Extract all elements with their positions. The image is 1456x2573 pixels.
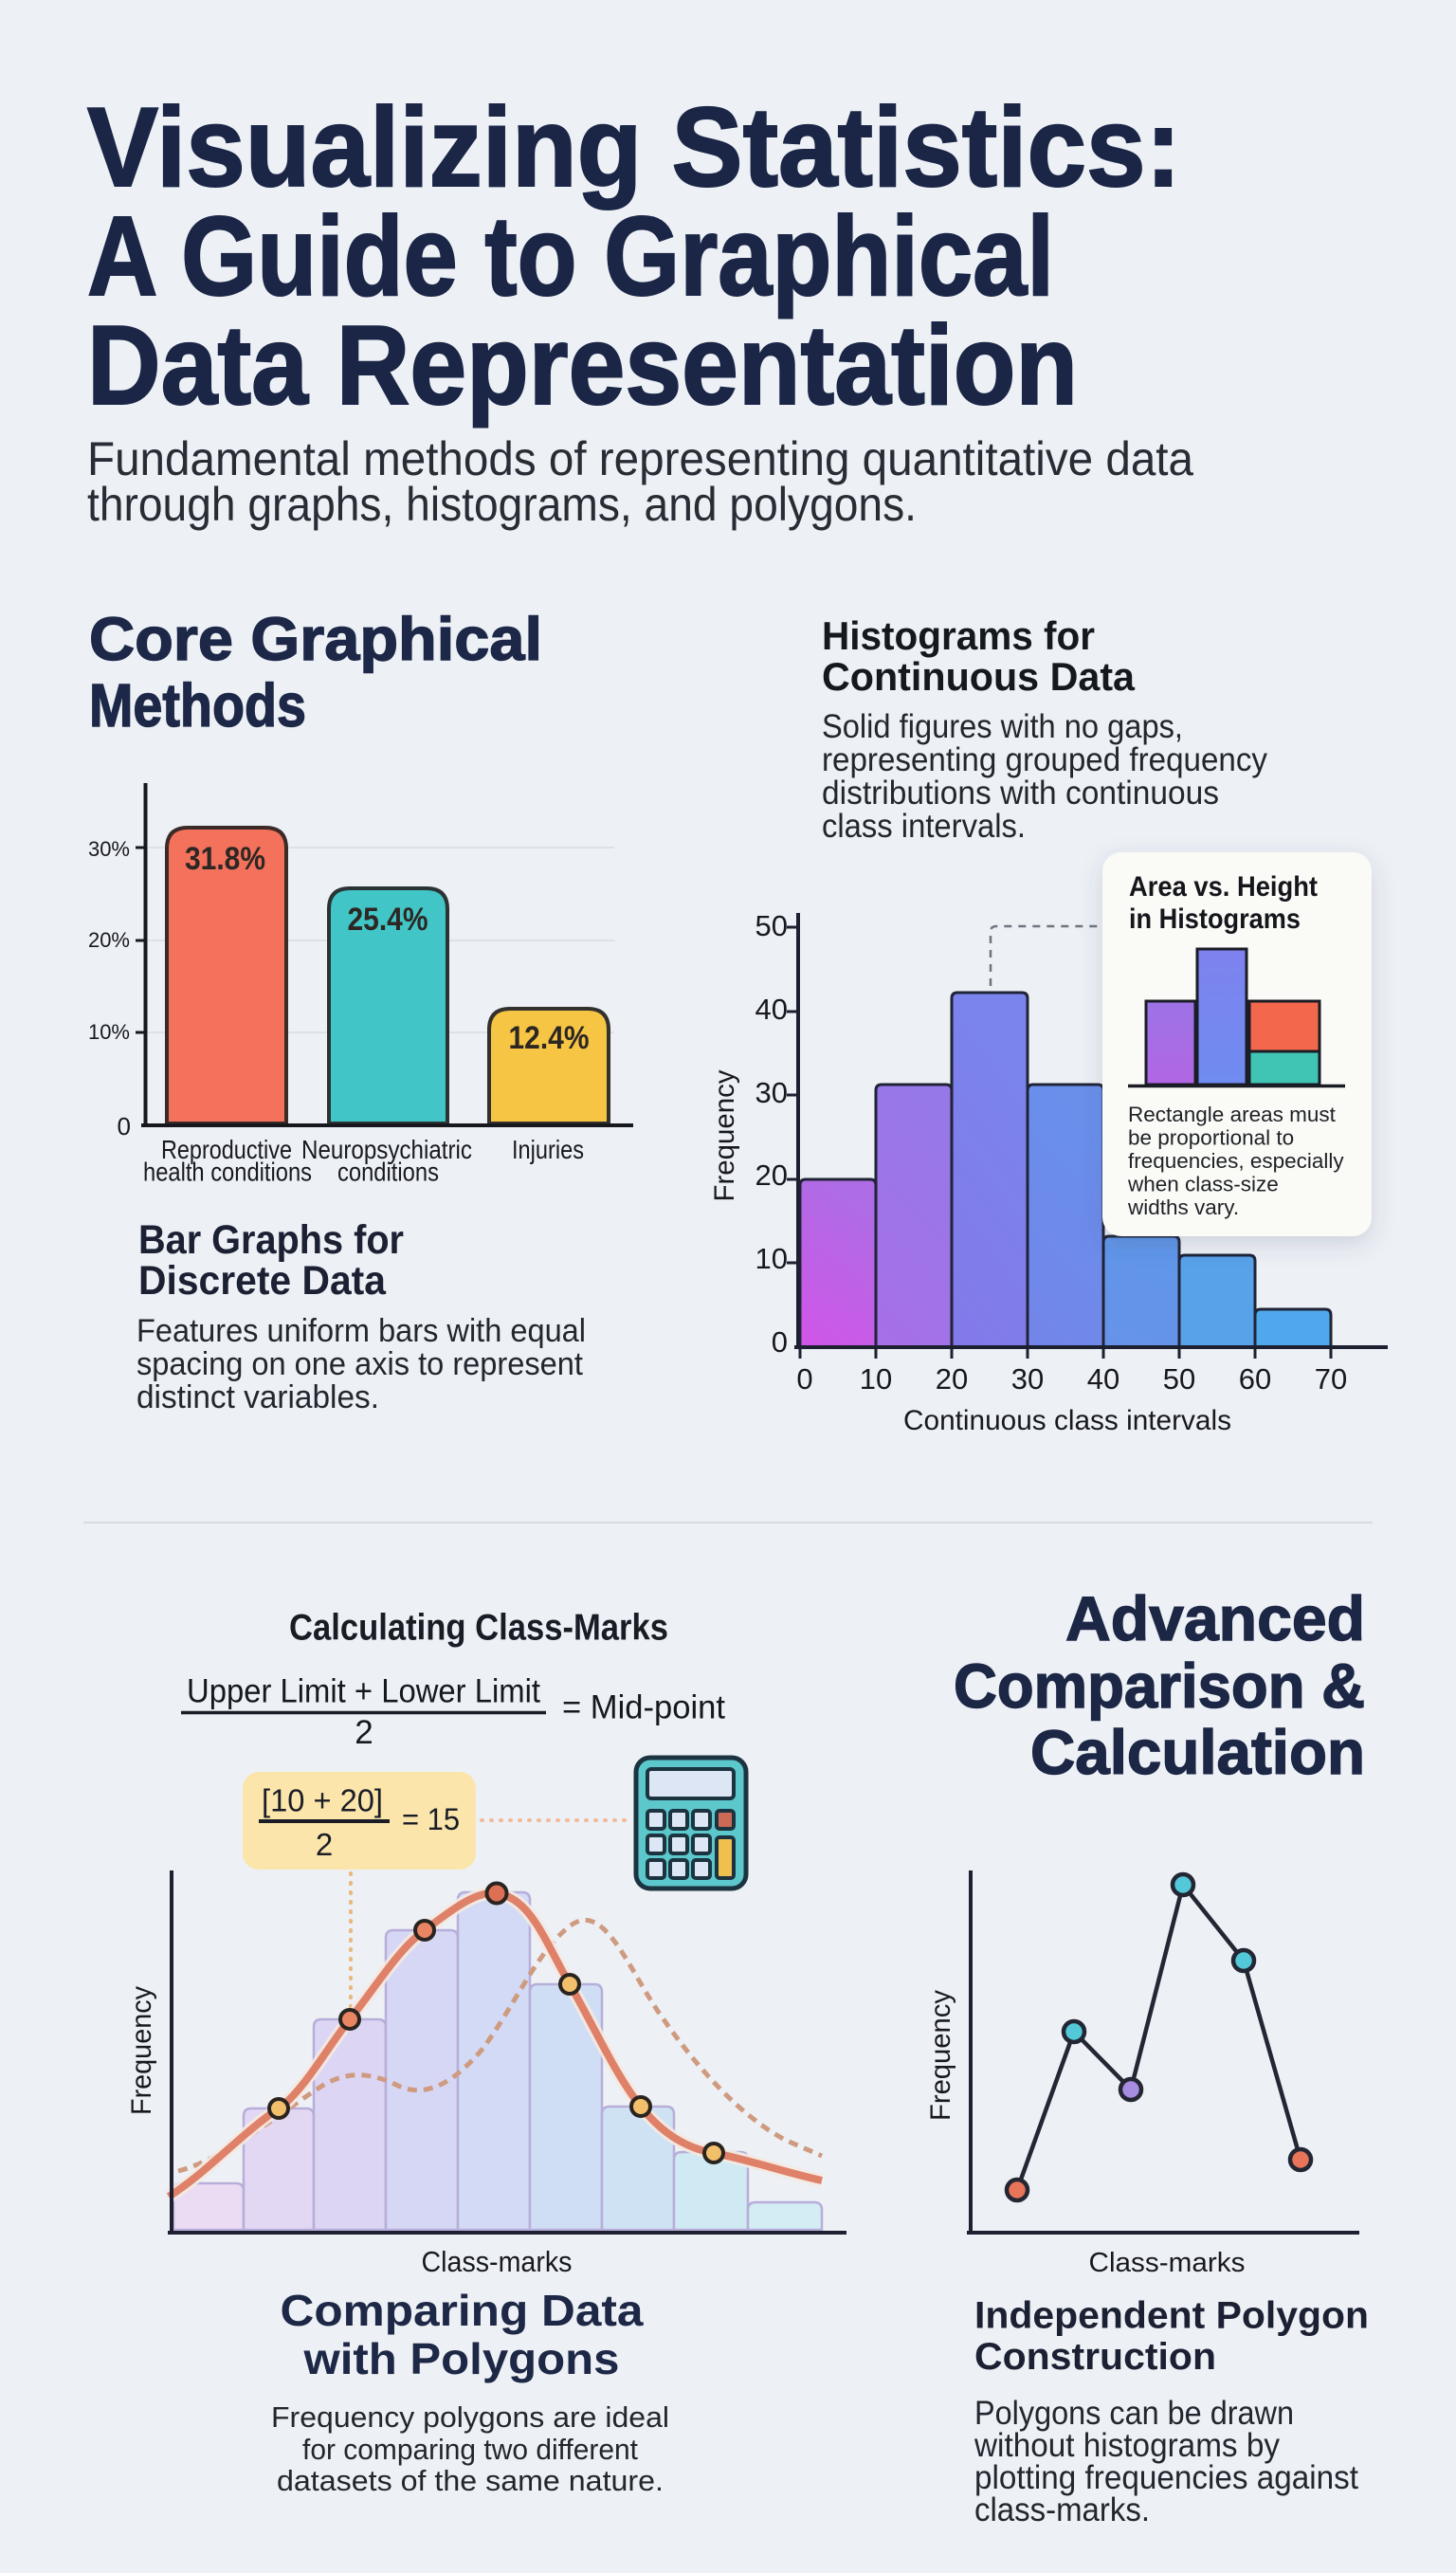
svg-text:Reproductive: Reproductive: [161, 1135, 292, 1164]
svg-text:through graphs, histograms, an: through graphs, histograms, and polygons…: [87, 478, 917, 531]
svg-text:[10 + 20]: [10 + 20]: [262, 1783, 383, 1818]
svg-text:Comparison &: Comparison &: [954, 1651, 1365, 1721]
svg-text:without histograms by: without histograms by: [974, 2427, 1280, 2464]
svg-text:distinct variables.: distinct variables.: [136, 1379, 379, 1415]
svg-text:Advanced: Advanced: [1065, 1583, 1365, 1653]
svg-text:conditions: conditions: [337, 1158, 439, 1187]
svg-text:50: 50: [755, 909, 788, 942]
svg-text:40: 40: [1087, 1362, 1119, 1396]
svg-text:2: 2: [355, 1714, 373, 1751]
svg-text:20: 20: [936, 1362, 968, 1396]
svg-text:Bar Graphs for: Bar Graphs for: [138, 1217, 404, 1263]
svg-text:in Histograms: in Histograms: [1129, 903, 1301, 935]
svg-text:Comparing Data: Comparing Data: [281, 2286, 644, 2335]
svg-text:Independent Polygon: Independent Polygon: [974, 2295, 1369, 2337]
svg-text:health conditions: health conditions: [143, 1158, 312, 1187]
svg-text:Construction: Construction: [974, 2336, 1216, 2378]
svg-text:distributions with continuous: distributions with continuous: [822, 775, 1219, 812]
svg-text:when class-size: when class-size: [1127, 1173, 1279, 1196]
svg-text:Features uniform bars with equ: Features uniform bars with equal: [136, 1313, 586, 1349]
svg-text:class-marks.: class-marks.: [974, 2491, 1150, 2528]
svg-text:be proportional to: be proportional to: [1128, 1126, 1294, 1150]
svg-text:Data Representation: Data Representation: [87, 302, 1078, 429]
svg-text:Polygons can be drawn: Polygons can be drawn: [974, 2395, 1294, 2432]
svg-text:Class-marks: Class-marks: [422, 2245, 573, 2278]
svg-text:Frequency: Frequency: [925, 1990, 956, 2121]
svg-text:31.8%: 31.8%: [185, 841, 265, 877]
svg-text:Rectangle areas must: Rectangle areas must: [1128, 1103, 1337, 1126]
svg-text:30: 30: [755, 1076, 788, 1109]
svg-text:Solid figures with no gaps,: Solid figures with no gaps,: [822, 708, 1183, 745]
svg-text:Upper Limit + Lower Limit: Upper Limit + Lower Limit: [187, 1673, 540, 1710]
svg-text:40: 40: [755, 993, 788, 1026]
svg-text:A Guide to Graphical: A Guide to Graphical: [87, 193, 1054, 319]
svg-text:50: 50: [1163, 1362, 1195, 1396]
svg-text:0: 0: [772, 1325, 788, 1359]
svg-text:plotting frequencies against: plotting frequencies against: [974, 2459, 1358, 2496]
svg-text:Methods: Methods: [89, 671, 306, 739]
svg-text:class intervals.: class intervals.: [822, 808, 1026, 845]
svg-text:12.4%: 12.4%: [509, 1020, 590, 1056]
svg-text:= Mid-point: = Mid-point: [562, 1689, 725, 1726]
svg-text:Class-marks: Class-marks: [1089, 2248, 1246, 2278]
svg-text:with Polygons: with Polygons: [302, 2334, 619, 2383]
svg-text:for comparing two different: for comparing two different: [302, 2433, 638, 2466]
svg-text:representing grouped frequency: representing grouped frequency: [822, 741, 1267, 778]
svg-text:10: 10: [860, 1362, 892, 1396]
svg-text:Area vs. Height: Area vs. Height: [1129, 871, 1318, 903]
svg-text:30%: 30%: [88, 837, 130, 861]
svg-text:Injuries: Injuries: [512, 1135, 584, 1164]
svg-text:Core Graphical: Core Graphical: [89, 605, 542, 673]
svg-text:2: 2: [316, 1827, 333, 1862]
svg-text:0: 0: [796, 1362, 812, 1396]
svg-text:datasets of the same nature.: datasets of the same nature.: [277, 2464, 664, 2497]
svg-text:Continuous class intervals: Continuous class intervals: [903, 1405, 1231, 1436]
svg-text:Frequency: Frequency: [126, 1986, 157, 2115]
svg-text:spacing on one axis to represe: spacing on one axis to represent: [136, 1346, 584, 1382]
svg-text:20%: 20%: [88, 928, 130, 952]
svg-text:Fundamental methods of represe: Fundamental methods of representing quan…: [87, 432, 1193, 485]
svg-text:30: 30: [1011, 1362, 1044, 1396]
svg-text:Calculating Class-Marks: Calculating Class-Marks: [289, 1608, 668, 1649]
svg-text:frequencies, especially: frequencies, especially: [1128, 1149, 1344, 1173]
svg-text:Histograms for: Histograms for: [822, 613, 1095, 658]
svg-text:Visualizing Statistics:: Visualizing Statistics:: [87, 84, 1181, 210]
svg-text:10%: 10%: [88, 1020, 130, 1044]
svg-text:60: 60: [1239, 1362, 1271, 1396]
svg-text:Frequency polygons are ideal: Frequency polygons are ideal: [271, 2400, 669, 2434]
svg-text:70: 70: [1315, 1362, 1347, 1396]
svg-text:= 15: = 15: [402, 1802, 460, 1836]
svg-text:25.4%: 25.4%: [348, 902, 428, 938]
svg-text:Discrete Data: Discrete Data: [138, 1258, 387, 1304]
svg-text:20: 20: [755, 1159, 788, 1192]
svg-text:Calculation: Calculation: [1030, 1717, 1365, 1787]
svg-text:Frequency: Frequency: [709, 1070, 740, 1202]
svg-text:widths vary.: widths vary.: [1127, 1195, 1239, 1219]
svg-text:Continuous Data: Continuous Data: [822, 654, 1136, 699]
svg-text:Neuropsychiatric: Neuropsychiatric: [301, 1135, 472, 1164]
svg-text:10: 10: [755, 1242, 788, 1275]
svg-text:0: 0: [118, 1112, 131, 1141]
